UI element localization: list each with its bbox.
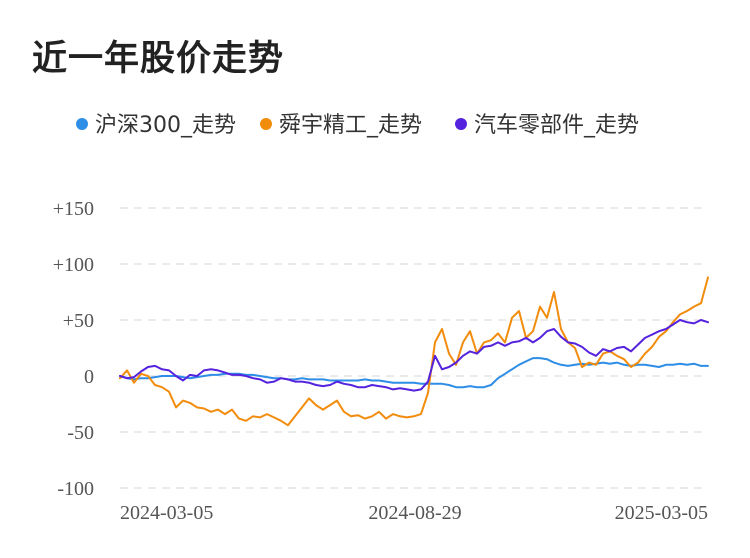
y-tick-label: -50	[67, 422, 94, 444]
y-tick-label: +150	[53, 198, 94, 220]
legend-marker	[455, 118, 467, 130]
legend-marker	[260, 118, 272, 130]
y-tick-label: +100	[53, 254, 94, 276]
y-axis: +150 +100 +50 0 -50 -100	[53, 198, 94, 500]
y-tick-label: -100	[57, 478, 94, 500]
chart-legend: 沪深300_走势 舜宇精工_走势 汽车零部件_走势	[76, 113, 639, 138]
y-tick-label: +50	[63, 310, 94, 332]
y-tick-label: 0	[84, 366, 94, 388]
plot-area	[119, 276, 709, 427]
x-tick-label: 2024-08-29	[368, 502, 461, 524]
chart-title: 近一年股价走势	[32, 39, 285, 79]
legend-label: 汽车零部件_走势	[474, 113, 639, 138]
series-line-2	[119, 319, 709, 392]
legend-label: 舜宇精工_走势	[279, 113, 422, 138]
legend-label: 沪深300_走势	[95, 113, 236, 138]
series-line-0	[119, 357, 709, 389]
x-tick-label: 2024-03-05	[120, 502, 213, 524]
grid-lines	[120, 207, 708, 489]
x-tick-label: 2025-03-05	[615, 502, 708, 524]
legend-marker	[76, 118, 88, 130]
x-axis: 2024-03-05 2024-08-29 2025-03-05	[120, 502, 708, 524]
series-line-1	[119, 276, 709, 427]
